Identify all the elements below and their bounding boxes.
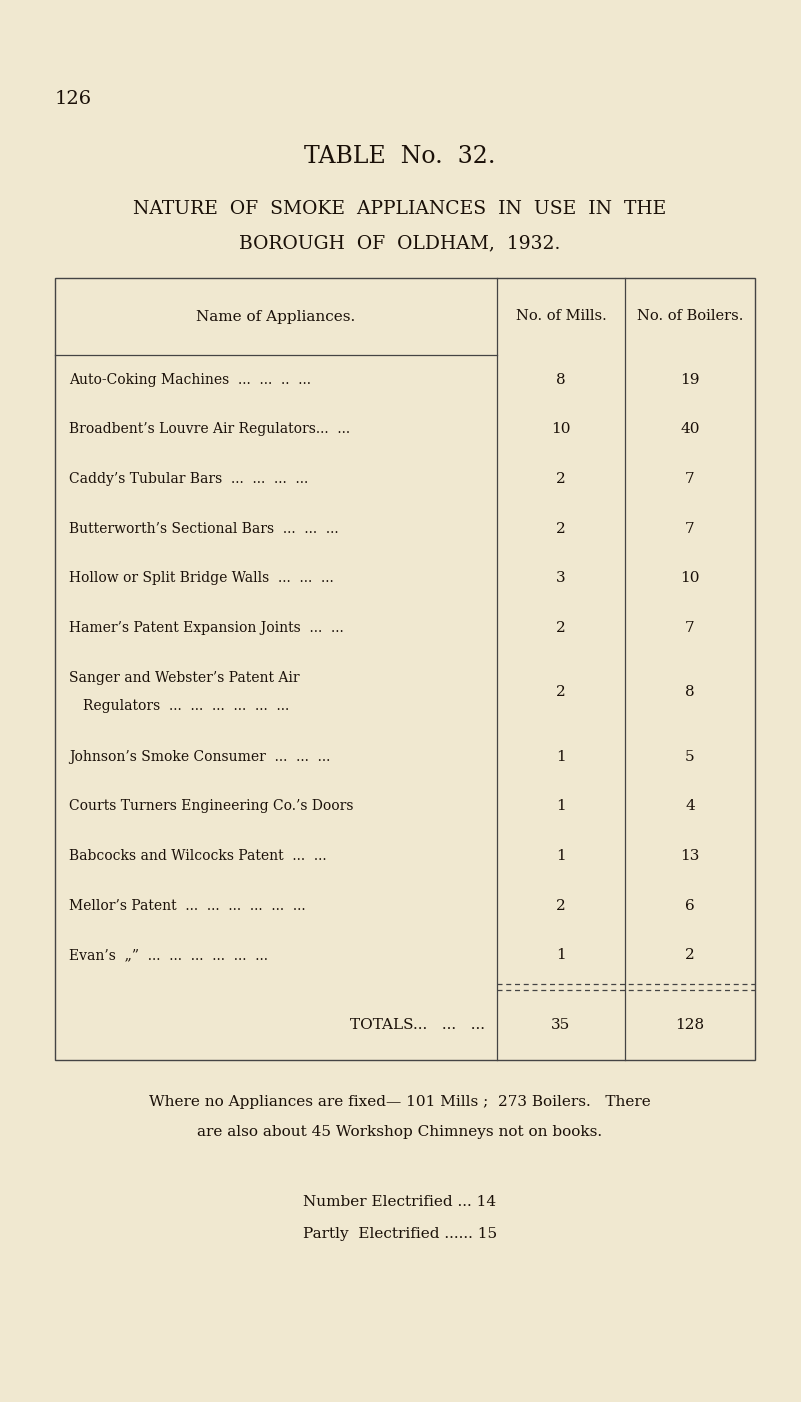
Text: Babcocks and Wilcocks Patent  ...  ...: Babcocks and Wilcocks Patent ... ... [69, 850, 327, 864]
Text: 8: 8 [556, 373, 566, 387]
Text: TABLE  No.  32.: TABLE No. 32. [304, 144, 496, 168]
Text: Name of Appliances.: Name of Appliances. [196, 310, 356, 324]
Text: Evan’s  „”  ...  ...  ...  ...  ...  ...: Evan’s „” ... ... ... ... ... ... [69, 948, 268, 962]
Text: 3: 3 [556, 571, 566, 585]
Text: NATURE  OF  SMOKE  APPLIANCES  IN  USE  IN  THE: NATURE OF SMOKE APPLIANCES IN USE IN THE [134, 200, 666, 217]
Text: 7: 7 [685, 472, 694, 486]
Text: 5: 5 [685, 750, 694, 764]
Text: 4: 4 [685, 799, 695, 813]
Text: Auto-Coking Machines  ...  ...  ..  ...: Auto-Coking Machines ... ... .. ... [69, 373, 311, 387]
Bar [55, 278, 755, 1060]
Text: 126: 126 [55, 90, 92, 108]
Text: 1: 1 [556, 799, 566, 813]
Text: 7: 7 [685, 621, 694, 635]
Text: Partly  Electrified ...... 15: Partly Electrified ...... 15 [303, 1227, 497, 1241]
Text: 6: 6 [685, 899, 695, 913]
Text: 1: 1 [556, 750, 566, 764]
Text: Where no Appliances are fixed— 101 Mills ;  273 Boilers.   There: Where no Appliances are fixed— 101 Mills… [149, 1095, 651, 1109]
Text: Caddy’s Tubular Bars  ...  ...  ...  ...: Caddy’s Tubular Bars ... ... ... ... [69, 472, 308, 486]
Text: 1: 1 [556, 948, 566, 962]
Text: 128: 128 [675, 1018, 705, 1032]
Text: TOTALS...   ...   ...: TOTALS... ... ... [350, 1018, 485, 1032]
Text: Butterworth’s Sectional Bars  ...  ...  ...: Butterworth’s Sectional Bars ... ... ... [69, 522, 339, 536]
Text: 2: 2 [556, 472, 566, 486]
Text: 2: 2 [685, 948, 695, 962]
Text: Hamer’s Patent Expansion Joints  ...  ...: Hamer’s Patent Expansion Joints ... ... [69, 621, 344, 635]
Text: 2: 2 [556, 686, 566, 700]
Text: 19: 19 [680, 373, 700, 387]
Text: Courts Turners Engineering Co.’s Doors: Courts Turners Engineering Co.’s Doors [69, 799, 353, 813]
Text: 13: 13 [680, 850, 700, 864]
Text: 10: 10 [551, 422, 571, 436]
Text: 40: 40 [680, 422, 700, 436]
Text: No. of Mills.: No. of Mills. [516, 310, 606, 324]
Text: Broadbent’s Louvre Air Regulators...  ...: Broadbent’s Louvre Air Regulators... ... [69, 422, 350, 436]
Text: 10: 10 [680, 571, 700, 585]
Text: 8: 8 [685, 686, 694, 700]
Text: are also about 45 Workshop Chimneys not on books.: are also about 45 Workshop Chimneys not … [197, 1124, 602, 1138]
Text: 2: 2 [556, 899, 566, 913]
Text: Regulators  ...  ...  ...  ...  ...  ...: Regulators ... ... ... ... ... ... [83, 700, 289, 714]
Text: No. of Boilers.: No. of Boilers. [637, 310, 743, 324]
Text: Mellor’s Patent  ...  ...  ...  ...  ...  ...: Mellor’s Patent ... ... ... ... ... ... [69, 899, 306, 913]
Text: Hollow or Split Bridge Walls  ...  ...  ...: Hollow or Split Bridge Walls ... ... ... [69, 571, 334, 585]
Text: Number Electrified ... 14: Number Electrified ... 14 [304, 1195, 497, 1209]
Text: 7: 7 [685, 522, 694, 536]
Text: 2: 2 [556, 522, 566, 536]
Text: 2: 2 [556, 621, 566, 635]
Text: BOROUGH  OF  OLDHAM,  1932.: BOROUGH OF OLDHAM, 1932. [239, 234, 561, 252]
Text: Sanger and Webster’s Patent Air: Sanger and Webster’s Patent Air [69, 672, 300, 686]
Text: Johnson’s Smoke Consumer  ...  ...  ...: Johnson’s Smoke Consumer ... ... ... [69, 750, 330, 764]
Text: 1: 1 [556, 850, 566, 864]
Text: 35: 35 [551, 1018, 570, 1032]
